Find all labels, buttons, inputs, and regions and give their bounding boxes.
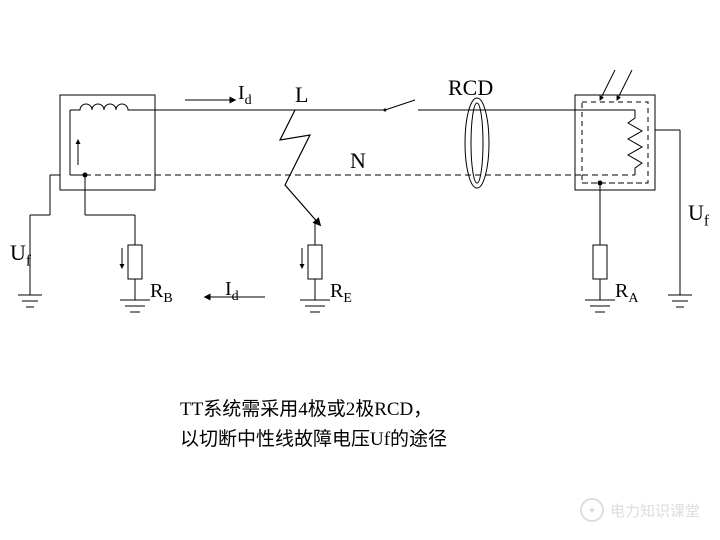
resistor-RA <box>593 245 607 279</box>
caption-line2: 以切断中性线故障电压Uf的途径 <box>180 425 447 455</box>
label-Uf-left: Uf <box>10 240 31 270</box>
uf-right <box>655 130 692 307</box>
label-RE: RE <box>330 280 352 307</box>
label-Id-top: Id <box>238 82 252 109</box>
ground-RA <box>585 300 615 312</box>
label-Uf-right: Uf <box>688 200 709 230</box>
source-box <box>60 95 155 190</box>
circuit-diagram <box>0 0 720 540</box>
label-N: N <box>350 148 366 174</box>
wechat-icon: ✦ <box>580 498 604 522</box>
rcd-toroid-inner <box>471 103 483 183</box>
source-coil <box>70 104 140 110</box>
label-RB: RB <box>150 280 173 307</box>
ground-RE <box>300 300 330 312</box>
resistor-RB <box>128 245 142 279</box>
caption-line1: TT系统需采用4极或2极RCD， <box>180 395 447 425</box>
label-RCD: RCD <box>448 75 493 101</box>
switch-contact <box>385 100 415 110</box>
label-L: L <box>295 82 308 108</box>
label-Id-bottom: Id <box>225 278 239 305</box>
watermark: ✦ 电力知识课堂 <box>580 498 700 522</box>
ground-RB <box>120 300 150 312</box>
load-dashed-box <box>582 102 648 183</box>
load-box <box>575 95 655 190</box>
resistor-RE <box>308 245 322 279</box>
caption: TT系统需采用4极或2极RCD， 以切断中性线故障电压Uf的途径 <box>180 395 447 456</box>
load-element <box>628 110 642 175</box>
watermark-text: 电力知识课堂 <box>610 500 700 521</box>
label-RA: RA <box>615 280 638 307</box>
fault-lightning <box>280 110 320 225</box>
